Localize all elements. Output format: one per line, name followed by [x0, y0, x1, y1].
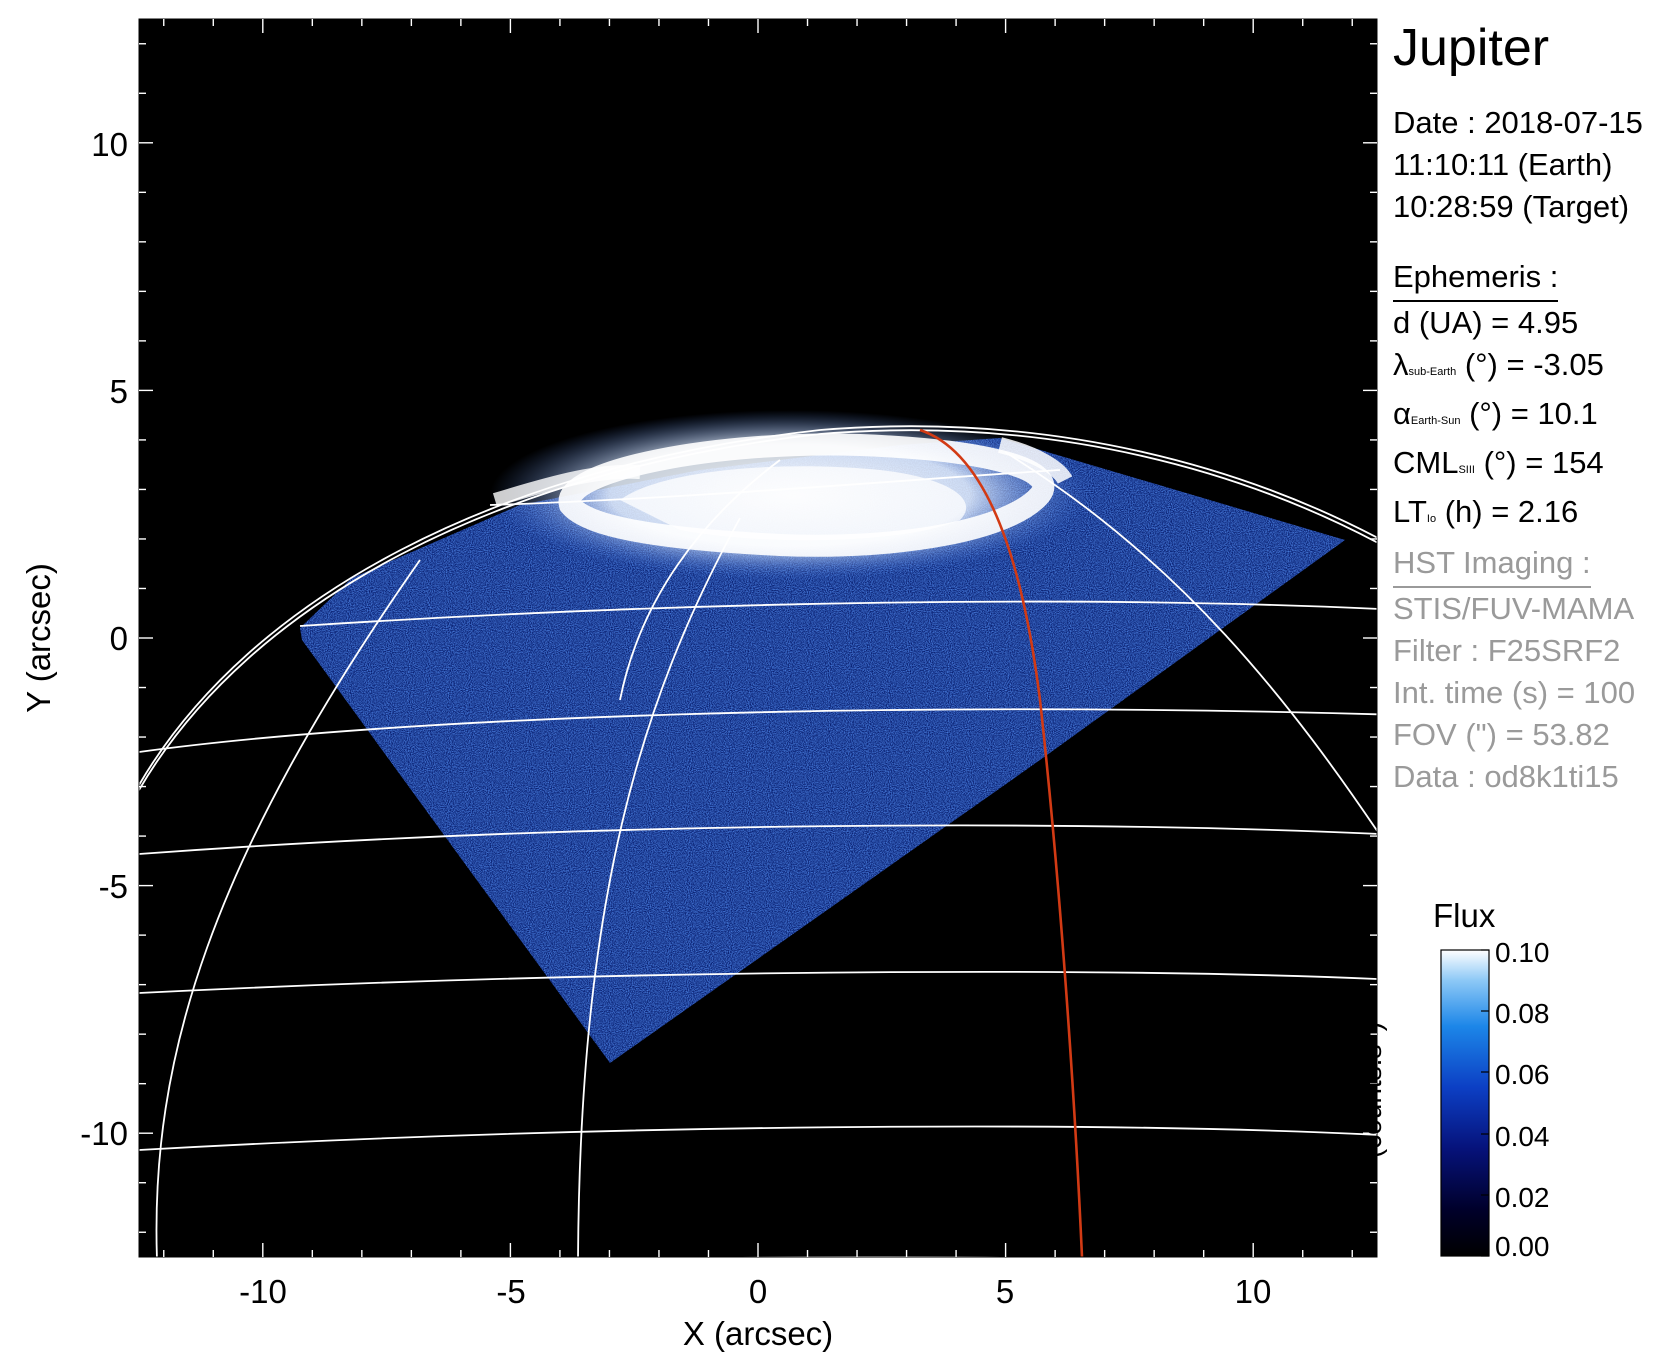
y-axis-label: Y (arcsec) — [20, 563, 57, 713]
target-time-line: 10:28:59 (Target) — [1393, 189, 1630, 224]
x-tick-label: 5 — [996, 1273, 1014, 1310]
cml-line: CMLSIII (°) = 154 — [1393, 445, 1604, 480]
red-track-curve — [919, 428, 1084, 1257]
instrument-line: STIS/FUV-MAMA — [1393, 591, 1635, 626]
colorbar-tick-label: 0.02 — [1495, 1182, 1550, 1213]
x-tick-label: -5 — [496, 1273, 525, 1310]
fov-line: FOV (") = 53.82 — [1393, 717, 1610, 752]
y-tick-label: 0 — [110, 620, 128, 657]
observation-time-block: Date : 2018-07-15 11:10:11 (Earth) 10:28… — [1393, 102, 1643, 228]
x-tick-label: 0 — [749, 1273, 767, 1310]
earth-time-line: 11:10:11 (Earth) — [1393, 147, 1613, 182]
date-line: Date : 2018-07-15 — [1393, 105, 1643, 140]
distance-line: d (UA) = 4.95 — [1393, 305, 1579, 340]
colorbar-tick-label: 0.08 — [1495, 998, 1550, 1029]
observed-sector-noise — [300, 438, 1345, 1063]
filter-line: Filter : F25SRF2 — [1393, 633, 1621, 668]
hst-header: HST Imaging : — [1393, 542, 1591, 588]
y-tick-label: -5 — [99, 868, 128, 905]
sub-earth-latitude-line: λsub-Earth (°) = -3.05 — [1393, 347, 1604, 382]
y-tick-label: 5 — [110, 373, 128, 410]
phase-angle-line: αEarth-Sun (°) = 10.1 — [1393, 396, 1598, 431]
ephemeris-header: Ephemeris : — [1393, 256, 1559, 302]
hst-imaging-block: HST Imaging : STIS/FUV-MAMA Filter : F25… — [1393, 542, 1635, 798]
axis-ticks — [139, 19, 1377, 1257]
ephemeris-block: Ephemeris : d (UA) = 4.95 λsub-Earth (°)… — [1393, 256, 1604, 540]
data-id-line: Data : od8k1ti15 — [1393, 759, 1619, 794]
colorbar-tick-label: 0.00 — [1495, 1231, 1550, 1262]
auroral-oval — [490, 410, 1090, 580]
colorbar-title: Flux — [1433, 897, 1496, 934]
colorbar-tick-label: 0.04 — [1495, 1121, 1550, 1152]
io-local-time-line: LTIo (h) = 2.16 — [1393, 494, 1579, 529]
integration-time-line: Int. time (s) = 100 — [1393, 675, 1636, 710]
colorbar-tick-label: 0.06 — [1495, 1059, 1550, 1090]
panel-title: Jupiter — [1393, 19, 1550, 77]
colorbar-unit: (counts.s-1) — [1356, 1021, 1387, 1159]
x-axis-label: X (arcsec) — [683, 1315, 833, 1352]
planetary-grid — [139, 425, 1377, 1257]
y-tick-label: -10 — [80, 1115, 128, 1152]
y-tick-label: 10 — [91, 126, 128, 163]
colorbar-tick-label: 0.10 — [1495, 937, 1550, 968]
x-tick-label: -10 — [239, 1273, 287, 1310]
x-tick-label: 10 — [1235, 1273, 1272, 1310]
colorbar — [1440, 949, 1490, 1257]
